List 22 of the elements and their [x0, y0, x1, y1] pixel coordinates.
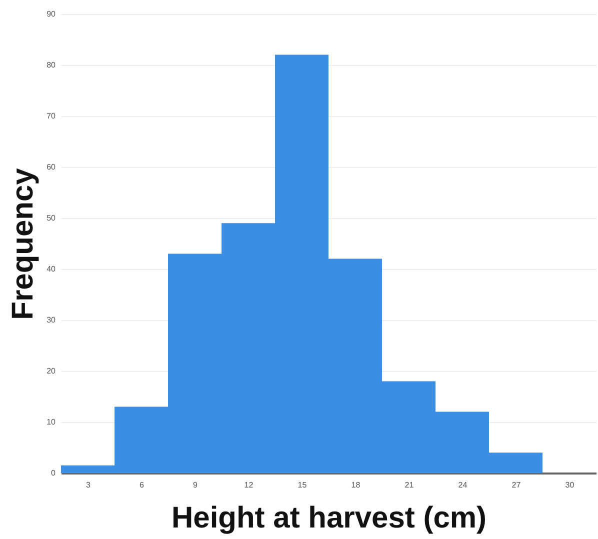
x-tick-label: 12: [244, 480, 254, 490]
x-tick-label: 27: [512, 480, 522, 490]
y-tick-label: 40: [46, 264, 56, 274]
x-tick-label: 21: [404, 480, 414, 490]
y-tick-label: 30: [46, 316, 56, 324]
y-tick-label: 90: [46, 10, 56, 18]
x-tick-label: 18: [351, 480, 361, 490]
y-tick-label: 70: [46, 112, 56, 120]
x-tick-label: 6: [140, 480, 145, 490]
x-tick-label: 30: [565, 480, 575, 490]
y-tick-label: 50: [46, 214, 56, 222]
y-tick-label: 20: [46, 366, 56, 376]
y-axis-title: Frequency: [6, 168, 40, 320]
y-tick-label: 80: [46, 60, 56, 70]
y-tick-label: 10: [46, 418, 56, 426]
y-tick-label: 60: [46, 162, 56, 172]
x-tick-label: 9: [193, 480, 198, 490]
x-tick-label: 3: [86, 480, 92, 490]
x-axis-title: Height at harvest (cm): [171, 502, 487, 534]
x-tick-label: 24: [458, 480, 468, 490]
y-tick-label: 0: [51, 468, 56, 478]
x-tick-label: 15: [298, 480, 308, 490]
